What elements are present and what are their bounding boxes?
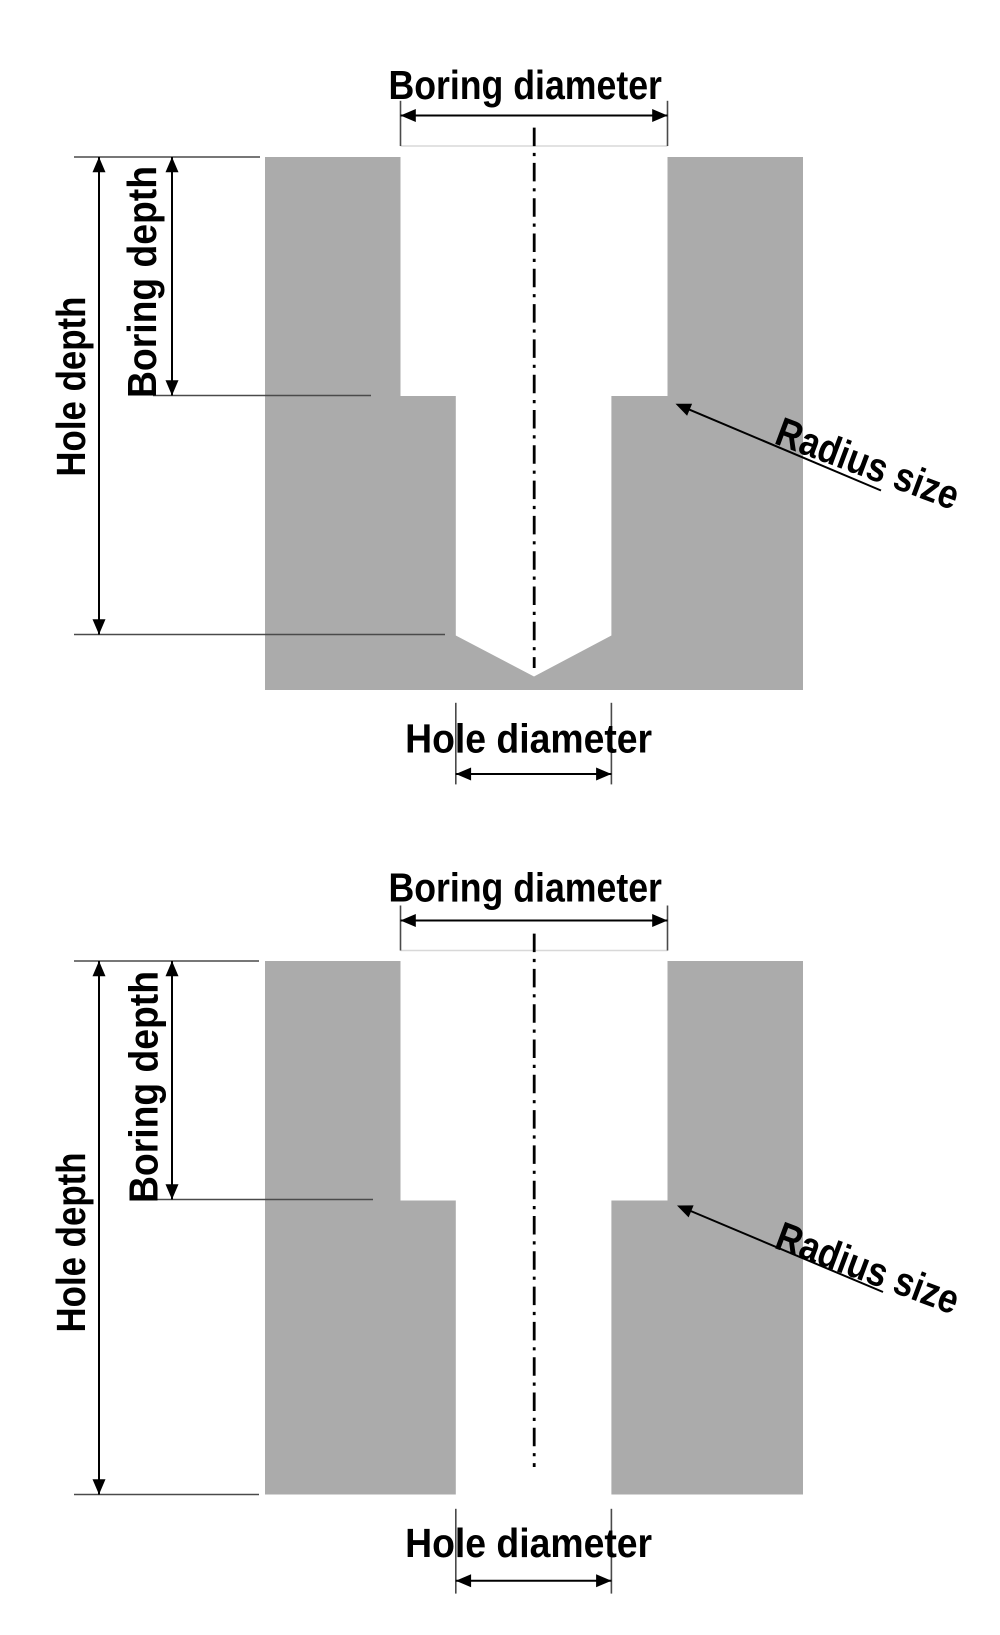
svg-text:Hole diameter: Hole diameter <box>405 715 652 761</box>
svg-text:Hole depth: Hole depth <box>48 297 94 477</box>
svg-text:Boring diameter: Boring diameter <box>388 62 662 108</box>
svg-text:Hole depth: Hole depth <box>48 1153 94 1333</box>
svg-text:Boring depth: Boring depth <box>119 166 165 398</box>
svg-text:Hole diameter: Hole diameter <box>405 1520 652 1566</box>
svg-text:Boring diameter: Boring diameter <box>388 865 662 911</box>
svg-text:Boring depth: Boring depth <box>121 971 167 1203</box>
